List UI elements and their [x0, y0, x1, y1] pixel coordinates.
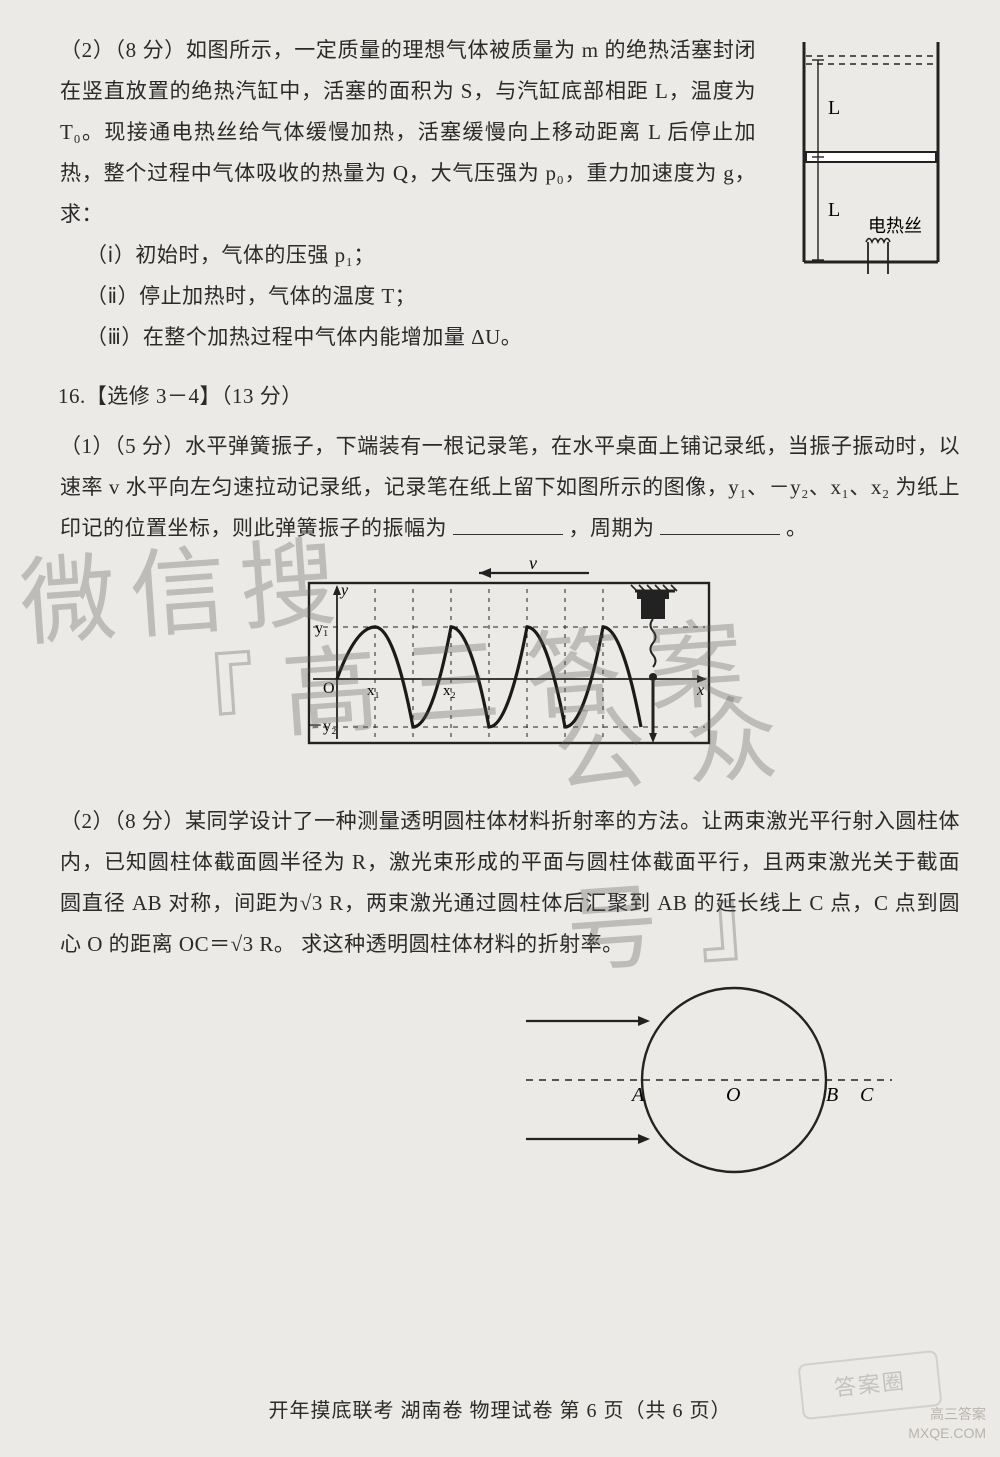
label-C: C: [860, 1084, 874, 1106]
label-B: B: [826, 1084, 838, 1106]
q16-2-text: （2）（8 分）某同学设计了一种测量透明圆柱体材料折射率的方法。让两束激光平行射…: [60, 801, 960, 965]
label-x1: x₁: [367, 683, 380, 699]
corner-l3: MXQE.COM: [908, 1424, 986, 1443]
svg-text:y: y: [339, 582, 349, 599]
label-A: A: [630, 1084, 645, 1106]
label-O: O: [323, 680, 335, 697]
q15-2-figure: L L 电热丝: [770, 34, 960, 293]
circle-diagram: A O B C: [520, 975, 900, 1185]
q16-2-block: （2）（8 分）某同学设计了一种测量透明圆柱体材料折射率的方法。让两束激光平行射…: [58, 801, 960, 1199]
q16-1-figure: v y x: [58, 559, 960, 783]
label-L-upper: L: [828, 97, 840, 119]
label-O: O: [726, 1084, 740, 1106]
q16-1-text-c: 。: [786, 516, 808, 540]
q16-head: 16.【选修 3－4】（13 分）: [58, 376, 960, 417]
label-heater: 电热丝: [868, 216, 922, 236]
label-y2: －y₂: [307, 718, 337, 735]
q15-2-block: L L 电热丝 （2）（8 分）如图所示，一定质量的理想气体被质量为 m 的绝热…: [58, 30, 960, 358]
label-v: v: [529, 559, 537, 573]
label-L-lower: L: [828, 199, 840, 221]
wave-diagram: v y x: [279, 559, 739, 769]
svg-text:x: x: [696, 682, 704, 699]
q15-2-iii: （ⅲ）在整个加热过程中气体内能增加量 ΔU。: [86, 317, 960, 358]
q16-1-text: （1）（5 分）水平弹簧振子，下端装有一根记录笔，在水平桌面上铺记录纸，当振子振…: [60, 426, 960, 549]
blank-amplitude: [453, 512, 563, 535]
corner-l2: 高三答案: [908, 1405, 986, 1424]
q16-2-figure: A O B C: [58, 975, 960, 1199]
blank-period: [660, 512, 780, 535]
corner-mark: 高三答案 MXQE.COM: [908, 1405, 986, 1443]
q16-1-block: （1）（5 分）水平弹簧振子，下端装有一根记录笔，在水平桌面上铺记录纸，当振子振…: [58, 426, 960, 783]
label-x2: x₂: [443, 683, 456, 699]
label-y1: y₁: [315, 620, 329, 637]
q16-1-text-b: ，周期为: [569, 516, 655, 540]
cylinder-diagram: L L 电热丝: [770, 34, 960, 279]
